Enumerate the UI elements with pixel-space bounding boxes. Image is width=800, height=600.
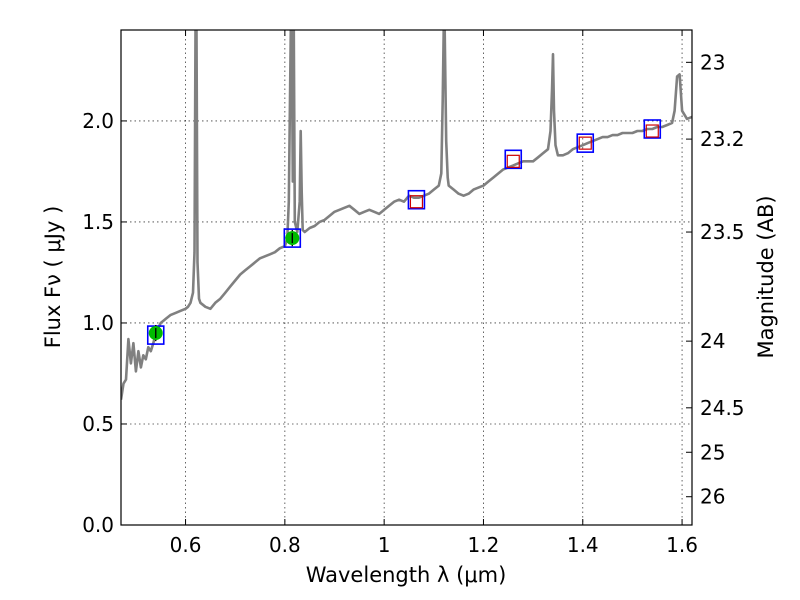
y-tick-label: 1.5	[82, 210, 114, 234]
y2-axis-label: Magnitude (AB)	[754, 195, 778, 358]
y2-tick-label: 25	[700, 440, 725, 464]
model-box	[504, 149, 523, 170]
observed-square	[506, 154, 520, 168]
y-tick-label: 0.0	[82, 513, 114, 537]
y2-tick-label: 23.5	[700, 220, 745, 244]
spectrum-line	[121, 30, 692, 400]
x-tick-label: 0.6	[170, 533, 202, 557]
model-box	[576, 133, 595, 153]
observed-square	[645, 124, 659, 138]
model-box	[407, 189, 426, 210]
x-tick-label: 1.4	[567, 533, 599, 557]
y-tick-label: 2.0	[82, 109, 114, 133]
y2-tick-label: 26	[700, 485, 725, 509]
x-axis-label: Wavelength λ (μm)	[306, 563, 507, 587]
model-box	[643, 119, 662, 139]
y2-tick-label: 23	[700, 50, 725, 74]
y2-tick-label: 23.2	[700, 127, 745, 151]
x-tick-label: 1.6	[666, 533, 698, 557]
y2-tick-label: 24.5	[700, 396, 745, 420]
y2-tick-label: 24	[700, 329, 725, 353]
x-tick-label: 0.8	[269, 533, 301, 557]
observed-square	[409, 195, 424, 209]
grid-layer	[121, 30, 692, 526]
model-box	[283, 228, 302, 248]
observed-square	[578, 136, 592, 150]
x-tick-label: 1	[378, 533, 391, 557]
data-layer	[121, 30, 692, 400]
x-tick-label: 1.2	[468, 533, 500, 557]
y-axis-label: Flux Fν ( μJy )	[41, 206, 65, 349]
y-tick-label: 0.5	[82, 412, 114, 436]
y-tick-label: 1.0	[82, 311, 114, 335]
tick-layer: 0.6 0.8 1 1.2 1.4 1.6 0.0 0.5 1.0 1.5 2.0 23 23.2 23.…	[82, 30, 745, 557]
plot-frame	[120, 29, 693, 526]
series-group	[121, 30, 692, 400]
